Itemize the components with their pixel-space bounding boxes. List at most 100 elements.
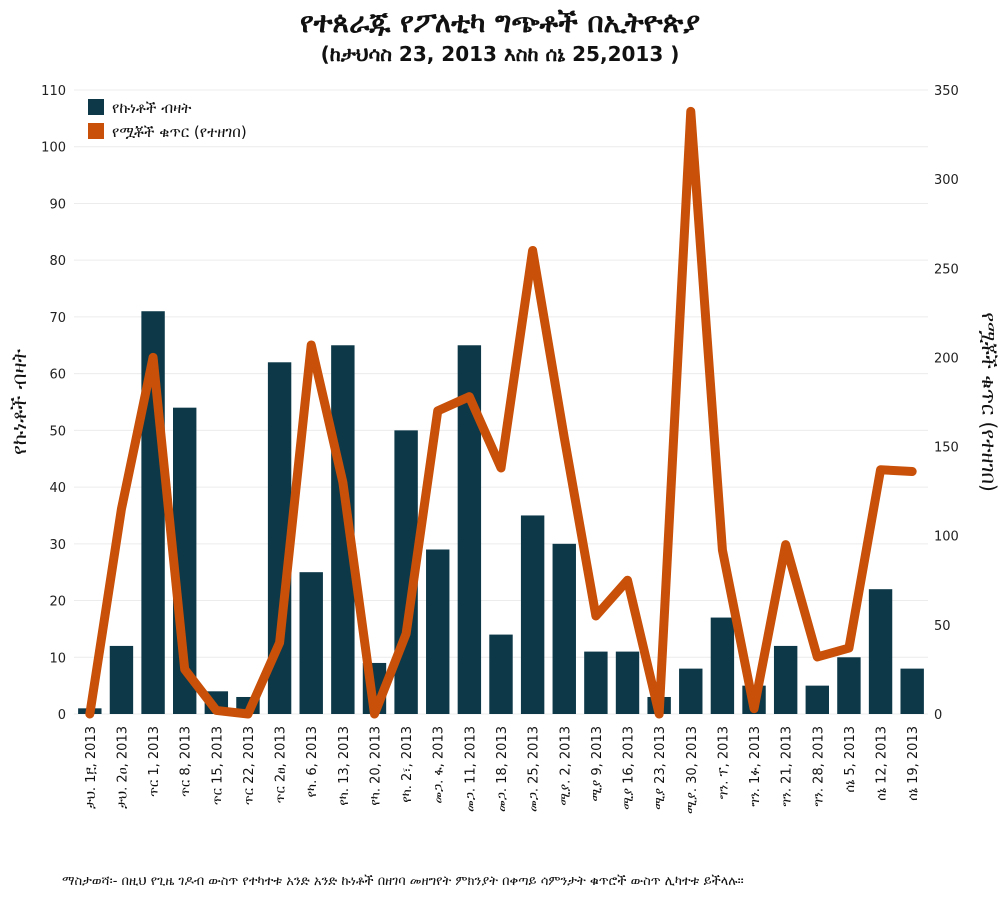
x-tick-label: መጋ. 18, 2013 [495, 726, 510, 812]
line-point [88, 713, 91, 715]
line-point [753, 707, 756, 710]
right-tick-label: 200 [934, 351, 959, 366]
x-tick-label: ሚያ 9, 2013 [590, 726, 605, 802]
left-tick-label: 110 [41, 84, 66, 99]
bar-series [78, 311, 924, 714]
line-point [784, 543, 787, 546]
line-point [120, 507, 123, 510]
x-tick-label: ጥር 8, 2013 [179, 726, 194, 797]
line-point [816, 655, 819, 658]
right-tick-label: 150 [934, 441, 959, 456]
line-point [436, 409, 439, 412]
bar [679, 668, 703, 714]
right-tick-label: 250 [934, 262, 959, 277]
line-point [310, 343, 313, 346]
line-point [405, 632, 408, 635]
left-tick-label: 50 [49, 424, 66, 439]
x-tick-label: የካ. 20, 2013 [368, 726, 383, 806]
line-point [373, 713, 376, 715]
chart-title: የተጰራጁ የፖለቲካ ግጭቶች በኢትዮጵያ [299, 6, 701, 39]
legend-label-bars: የኩነቶች ብዛት [112, 99, 191, 118]
bar [805, 685, 829, 714]
line-point [246, 713, 249, 715]
bar [426, 549, 450, 714]
footnote: ማስታወሻ፡- በዚህ የጊዜ ገዶብ ውስጥ የተካተቱ አንድ አንድ ኩነ… [62, 874, 744, 889]
left-tick-label: 30 [49, 538, 66, 553]
bar [615, 651, 640, 714]
line-point [911, 470, 914, 473]
x-tick-label: ጥር 1, 2013 [147, 726, 162, 797]
x-tick-label: ጥር 2ፀ, 2013 [274, 726, 289, 803]
x-tick-label: ታህ. 2ዐ, 2013 [115, 726, 130, 809]
x-tick-label: ሚያ 16, 2013 [622, 726, 637, 810]
legend-swatch-bars [88, 99, 104, 115]
bar [299, 572, 323, 714]
left-axis-title: የኩነቶች ብዛት [7, 349, 31, 455]
x-tick-label: ታህ. 1፫, 2013 [84, 726, 99, 809]
line-point [468, 395, 471, 398]
line-point [341, 481, 344, 484]
left-tick-label: 0 [58, 708, 66, 723]
x-tick-label: የካ. 6, 2013 [305, 726, 320, 797]
line-point [563, 436, 566, 439]
left-tick-label: 60 [49, 368, 66, 383]
left-tick-label: 80 [49, 254, 66, 269]
legend: የኩነቶች ብዛት የሟቾች ቁጥር (የተዘገበ) [88, 99, 247, 142]
x-tick-label: ግን. 21, 2013 [780, 726, 795, 807]
right-tick-label: 0 [934, 708, 942, 723]
line-point [594, 614, 597, 617]
line-point [531, 249, 534, 252]
right-tick-label: 100 [934, 530, 959, 545]
line-series [85, 106, 917, 719]
x-tick-label: መጋ. ፋ, 2013 [432, 726, 447, 804]
x-tick-label: ሚያ. 30, 2013 [685, 726, 700, 814]
deaths-line [85, 106, 917, 719]
x-tick-label: ጥር 15, 2013 [210, 726, 225, 805]
right-tick-label: 50 [934, 619, 951, 634]
line-point [183, 668, 186, 671]
x-tick-label: ግን. 1ፉ, 2013 [748, 726, 763, 807]
x-tick-label: ጥር 22, 2013 [242, 726, 257, 805]
left-tick-label: 40 [49, 481, 66, 496]
bar [837, 657, 861, 714]
x-tick-label: ሰኔ 12, 2013 [875, 726, 890, 801]
left-tick-label: 20 [49, 595, 66, 610]
x-tick-label: የካ. 2፣, 2013 [400, 726, 415, 803]
x-tick-label: ግን. ፕ, 2013 [716, 726, 731, 799]
line-point [847, 647, 850, 650]
bar [584, 651, 608, 714]
line-point [721, 548, 724, 551]
left-tick-label: 70 [49, 311, 66, 326]
legend-label-line: የሟቾች ቁጥር (የተዘገበ) [112, 123, 247, 142]
bar [773, 645, 798, 714]
line-point [500, 466, 502, 469]
x-tick-label: ሚያ 23, 2013 [653, 726, 668, 810]
legend-swatch-line [88, 123, 104, 139]
x-tick-label: ሰኔ 19, 2013 [906, 726, 921, 801]
right-axis-title: የሟቾች ቁጥር (የተዘገበ) [977, 312, 1000, 492]
bar [489, 634, 513, 714]
line-point [278, 641, 281, 644]
grid [74, 89, 928, 715]
left-tick-label: 90 [49, 197, 66, 212]
x-tick-label: ሚያ. 2, 2013 [558, 726, 573, 806]
x-tick-label: ሰኔ 5, 2013 [843, 726, 858, 793]
bar [520, 515, 545, 714]
x-tick-label: ግን. 28, 2013 [811, 726, 826, 807]
right-tick-label: 300 [934, 173, 959, 188]
line-point [152, 356, 155, 359]
line-point [626, 579, 629, 582]
x-tick-label: የካ. 13, 2013 [337, 726, 352, 806]
line-point [689, 110, 692, 113]
bar [900, 668, 924, 714]
bar [457, 345, 482, 714]
bar [552, 543, 576, 714]
axes: 0 10 20 30 40 50 60 70 80 90 100 110 0 50 100 150 200 250… [7, 84, 1000, 814]
bar [710, 617, 735, 714]
x-tick-label: መጋ. 11, 2013 [463, 726, 478, 812]
line-point [658, 713, 661, 715]
line-point [215, 709, 218, 712]
left-tick-label: 10 [49, 651, 66, 666]
line-point [879, 468, 882, 471]
